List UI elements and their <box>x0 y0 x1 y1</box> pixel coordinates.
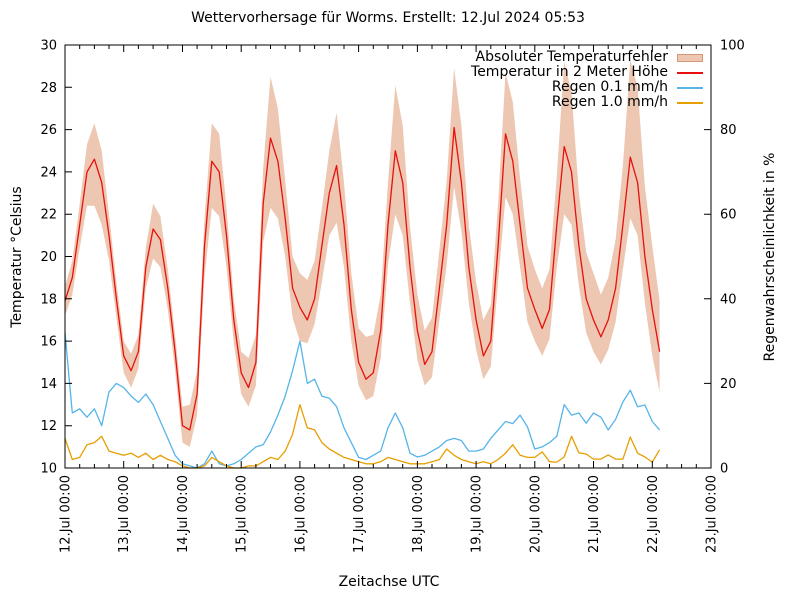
y-axis-label-right: Regenwahrscheinlichkeit in % <box>762 152 778 362</box>
legend-item-rain-10: Regen 1.0 mm/h <box>471 95 703 110</box>
y-right-tick-label: 40 <box>720 292 737 307</box>
y-left-tick-label: 22 <box>40 208 57 223</box>
y-axis-label-left: Temperatur °Celsius <box>9 186 25 328</box>
legend-item-temperature: Temperatur in 2 Meter Höhe <box>471 65 703 80</box>
y-left-tick-label: 24 <box>40 165 57 180</box>
x-tick-label: 22.Jul 00:00 <box>646 475 661 553</box>
temperature-error-band <box>65 59 660 447</box>
legend-label-rain-10: Regen 1.0 mm/h <box>551 94 668 110</box>
x-tick-label: 17.Jul 00:00 <box>352 475 367 553</box>
chart-title: Wettervorhersage für Worms. Erstellt: 12… <box>191 10 585 26</box>
x-tick-label: 19.Jul 00:00 <box>470 475 485 553</box>
legend-label-temperature: Temperatur in 2 Meter Höhe <box>471 64 668 80</box>
x-tick-label: 18.Jul 00:00 <box>411 475 426 553</box>
temperature-error-band-swatch <box>677 53 703 62</box>
temperature-line <box>64 126 661 431</box>
x-tick-label: 16.Jul 00:00 <box>293 475 308 553</box>
y-left-tick-label: 16 <box>40 335 57 350</box>
y-left-tick-label: 12 <box>40 419 57 434</box>
y-left-tick-label: 14 <box>40 377 57 392</box>
legend-item-rain-01: Regen 0.1 mm/h <box>471 80 703 95</box>
legend-label-rain-01: Regen 0.1 mm/h <box>551 79 668 95</box>
x-tick-label: 15.Jul 00:00 <box>235 475 250 553</box>
rain-01-line <box>64 332 661 469</box>
x-tick-label: 23.Jul 00:00 <box>705 475 720 553</box>
y-right-tick-label: 80 <box>720 123 737 138</box>
y-right-tick-label: 20 <box>720 377 737 392</box>
x-tick-label: 14.Jul 00:00 <box>176 475 191 553</box>
y-left-tick-label: 26 <box>40 123 57 138</box>
x-axis-label: Zeitachse UTC <box>338 574 440 590</box>
rain-10-line <box>64 403 661 469</box>
rain-10-line-swatch <box>677 101 703 104</box>
y-left-tick-label: 28 <box>40 81 57 96</box>
x-tick-label: 13.Jul 00:00 <box>117 475 132 553</box>
y-left-tick-label: 20 <box>40 250 57 265</box>
y-left-tick-label: 18 <box>40 292 57 307</box>
chart-legend: Absoluter Temperaturfehler Temperatur in… <box>471 50 703 110</box>
x-tick-label: 12.Jul 00:00 <box>59 475 74 553</box>
y-right-tick-label: 100 <box>720 39 745 54</box>
temperature-line-swatch <box>677 71 703 74</box>
y-left-tick-label: 10 <box>40 462 57 477</box>
x-tick-label: 21.Jul 00:00 <box>587 475 602 553</box>
x-tick-label: 20.Jul 00:00 <box>528 475 543 553</box>
y-right-tick-label: 0 <box>720 462 728 477</box>
rain-01-line-swatch <box>677 86 703 89</box>
legend-item-temperature-error: Absoluter Temperaturfehler <box>471 50 703 65</box>
y-right-tick-label: 60 <box>720 208 737 223</box>
axis-ticks <box>64 44 712 469</box>
y-left-tick-label: 30 <box>40 39 57 54</box>
legend-label-temperature-error: Absoluter Temperaturfehler <box>475 49 668 65</box>
